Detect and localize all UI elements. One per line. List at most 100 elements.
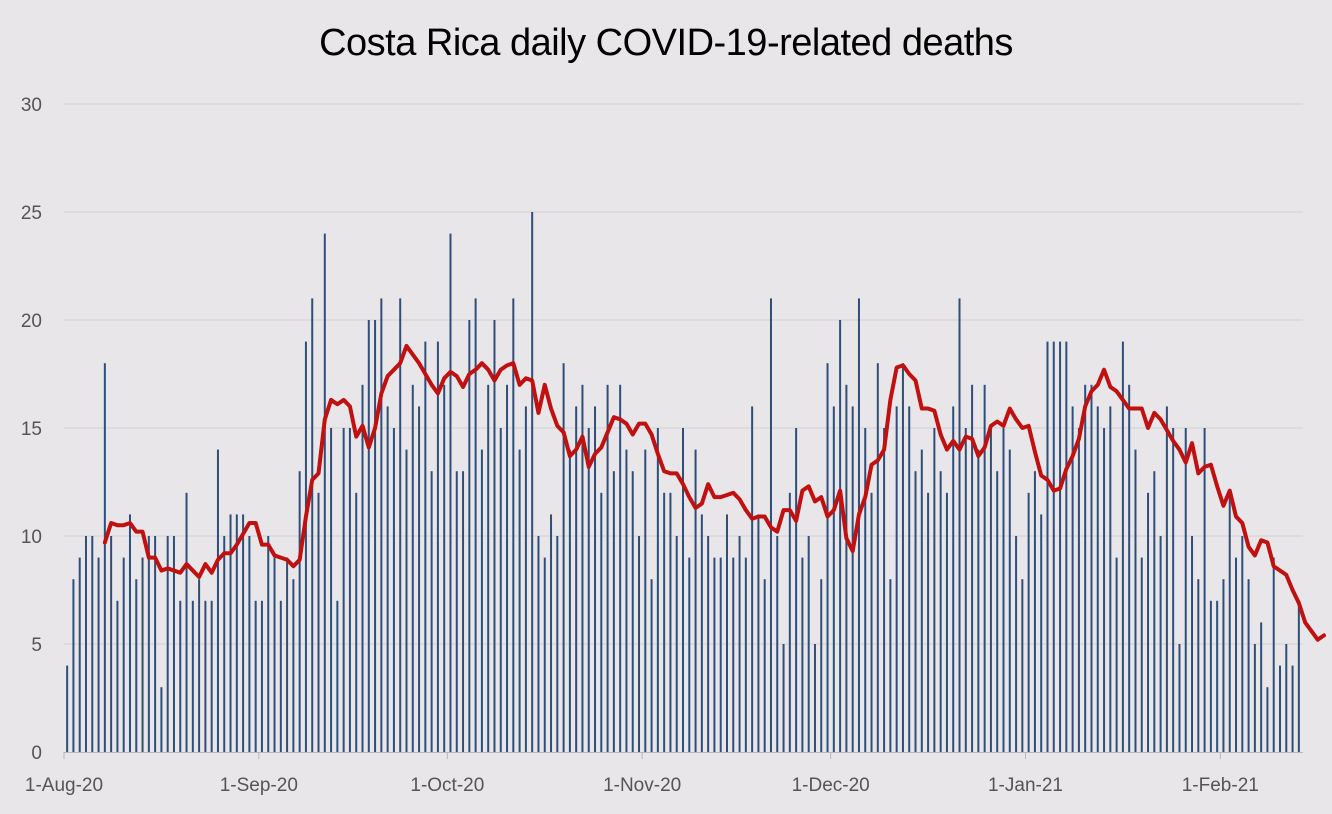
bar xyxy=(964,428,967,752)
bar xyxy=(612,471,615,752)
bar xyxy=(625,449,628,752)
bar xyxy=(449,233,452,753)
bar xyxy=(1285,644,1288,752)
bar xyxy=(179,600,182,752)
bar xyxy=(1222,579,1225,752)
bar xyxy=(1253,644,1256,752)
bar xyxy=(499,428,502,752)
bar xyxy=(1197,579,1200,752)
bar xyxy=(600,492,603,752)
bar xyxy=(550,514,553,752)
bar xyxy=(91,536,94,752)
bar xyxy=(248,536,251,752)
bar xyxy=(663,492,666,752)
bar xyxy=(380,298,383,752)
bar xyxy=(273,557,276,752)
bar xyxy=(424,341,427,752)
bar xyxy=(870,492,873,752)
bar xyxy=(141,557,144,752)
bar xyxy=(166,536,169,752)
bar xyxy=(713,557,716,752)
bar xyxy=(1065,341,1068,752)
bar xyxy=(788,492,791,752)
bar xyxy=(719,557,722,752)
bar xyxy=(1027,492,1030,752)
y-tick-label: 0 xyxy=(31,743,42,764)
bar xyxy=(342,428,345,752)
bar xyxy=(763,579,766,752)
bar xyxy=(537,536,540,752)
bar xyxy=(1015,536,1018,752)
bar xyxy=(971,384,974,752)
bar xyxy=(927,492,930,752)
bar xyxy=(66,665,69,752)
bar xyxy=(556,536,559,752)
bar xyxy=(172,536,175,752)
bar xyxy=(336,600,339,752)
bar xyxy=(361,384,364,752)
bar xyxy=(210,600,213,752)
bar xyxy=(524,406,527,752)
y-tick-label: 30 xyxy=(21,95,42,116)
bar xyxy=(1203,428,1206,752)
bar xyxy=(304,341,307,752)
y-tick-label: 25 xyxy=(21,203,42,224)
bar xyxy=(260,600,263,752)
bar xyxy=(1109,406,1112,752)
bar xyxy=(1191,536,1194,752)
bar xyxy=(216,449,219,752)
bar xyxy=(330,428,333,752)
bar xyxy=(1059,341,1062,752)
bar xyxy=(813,644,816,752)
bar xyxy=(1134,449,1137,752)
bar xyxy=(1209,600,1212,752)
bar xyxy=(1033,471,1036,752)
bar xyxy=(1121,341,1124,752)
x-tick-label: 1-Feb-21 xyxy=(1182,775,1259,796)
bar xyxy=(512,298,515,752)
bar xyxy=(744,557,747,752)
bar xyxy=(1247,579,1250,752)
bar xyxy=(418,406,421,752)
bar xyxy=(317,492,320,752)
bar xyxy=(311,298,314,752)
y-tick-label: 5 xyxy=(31,635,42,656)
bar xyxy=(1046,341,1049,752)
bar xyxy=(436,341,439,752)
bar xyxy=(801,557,804,752)
bar xyxy=(725,514,728,752)
bar xyxy=(1115,557,1118,752)
bar xyxy=(895,406,898,752)
bar xyxy=(1140,557,1143,752)
bar xyxy=(1260,622,1263,752)
bar xyxy=(122,557,125,752)
y-tick-label: 15 xyxy=(21,419,42,440)
bar xyxy=(757,514,760,752)
bar xyxy=(644,449,647,752)
bar xyxy=(72,579,75,752)
bar xyxy=(374,320,377,752)
x-tick-label: 1-Jan-21 xyxy=(988,775,1063,796)
bar xyxy=(1172,428,1175,752)
bar xyxy=(1021,579,1024,752)
bar xyxy=(1241,536,1244,752)
bar xyxy=(826,363,829,752)
x-tick-label: 1-Aug-20 xyxy=(25,775,103,796)
bar xyxy=(198,579,201,752)
bar xyxy=(110,536,113,752)
bar xyxy=(920,449,923,752)
x-tick-label: 1-Oct-20 xyxy=(410,775,484,796)
bar xyxy=(1178,644,1181,752)
bar xyxy=(1077,428,1080,752)
bar xyxy=(688,557,691,752)
bar xyxy=(204,600,207,752)
bar xyxy=(1090,384,1093,752)
bar xyxy=(952,406,955,752)
bar xyxy=(650,579,653,752)
bar xyxy=(468,320,471,752)
bar xyxy=(267,536,270,752)
bar xyxy=(700,514,703,752)
bar xyxy=(235,514,238,752)
bar xyxy=(933,428,936,752)
